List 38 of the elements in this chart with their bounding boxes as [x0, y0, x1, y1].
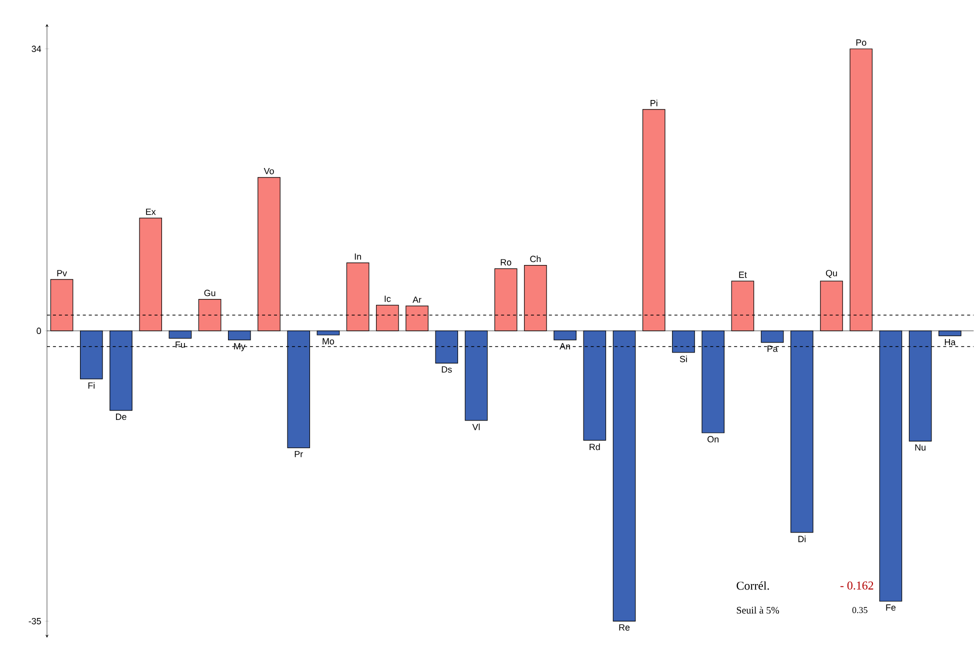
x-tick-label: Ch: [530, 256, 541, 262]
x-tick-label: Vl: [472, 424, 480, 430]
annotation: Corrél.: [736, 581, 769, 590]
y-tick-label: -35: [28, 618, 41, 624]
x-tick-label: Gu: [204, 290, 216, 296]
x-tick-label: Si: [680, 356, 687, 362]
x-tick-label: On: [708, 436, 718, 443]
x-tick-label: Fe: [886, 604, 896, 611]
x-tick-label: Et: [739, 272, 747, 278]
x-tick-label: Ar: [412, 296, 422, 303]
y-tick-label: 34: [32, 46, 42, 52]
x-tick-label: My: [234, 343, 246, 352]
annotation: - 0.162: [840, 582, 874, 590]
x-tick-label: Po: [856, 40, 866, 46]
y-tick-label: 0: [36, 328, 41, 334]
x-tick-label: Pv: [57, 270, 67, 276]
x-tick-label: Di: [798, 536, 806, 542]
x-tick-label: Ds: [442, 366, 452, 373]
x-tick-label: Mo: [322, 338, 334, 345]
x-tick-label: Pa: [768, 346, 778, 352]
x-tick-label: An: [560, 343, 570, 350]
annotation: Seuil à 5%: [736, 606, 780, 614]
x-tick-label: Fi: [88, 382, 95, 389]
x-tick-label: Ex: [146, 208, 156, 216]
x-tick-label: Ic: [384, 296, 391, 302]
x-tick-label: Ha: [944, 339, 956, 346]
x-tick-label: Nu: [915, 444, 926, 451]
x-tick-label: Fu: [176, 342, 185, 348]
x-tick-label: Pi: [650, 100, 658, 106]
x-tick-label: In: [354, 254, 361, 260]
x-tick-label: Vo: [264, 168, 274, 174]
x-tick-label: Re: [619, 624, 630, 631]
x-tick-label: De: [116, 414, 126, 420]
annotation: 0.35: [852, 607, 868, 614]
x-tick-label: Rd: [590, 444, 600, 450]
x-tick-label: Pr: [294, 451, 303, 458]
x-tick-label: Qu: [826, 270, 837, 278]
x-tick-label: Ro: [500, 259, 512, 266]
